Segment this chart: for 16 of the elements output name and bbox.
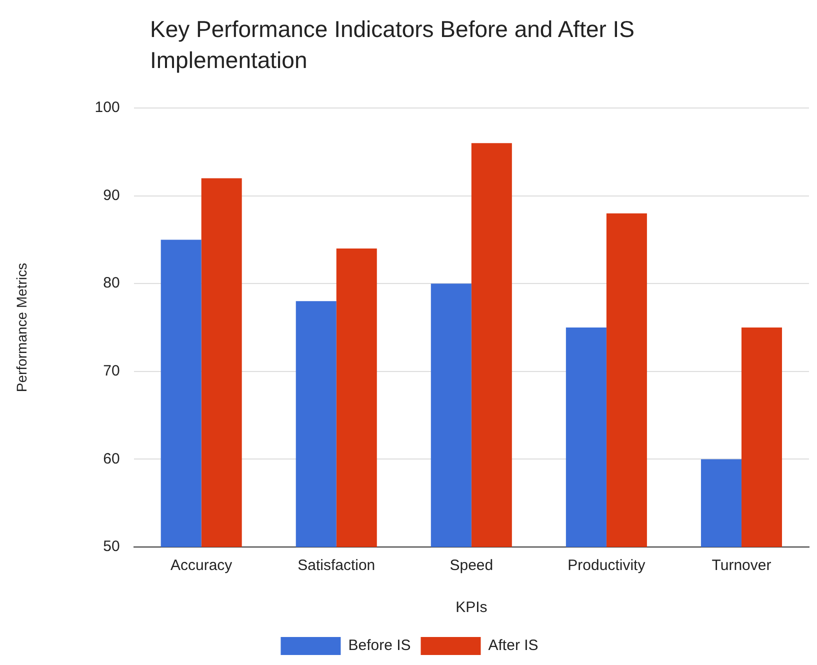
- y-tick-label: 100: [94, 99, 120, 116]
- legend-label: After IS: [488, 637, 538, 654]
- legend-label: Before IS: [348, 637, 411, 654]
- y-axis-title: Performance Metrics: [13, 262, 30, 392]
- x-tick-label: Turnover: [712, 557, 772, 574]
- y-tick-label: 90: [103, 186, 120, 204]
- x-tick-label: Speed: [450, 557, 494, 574]
- y-tick-label: 60: [103, 450, 120, 468]
- x-tick-label: Satisfaction: [298, 557, 376, 574]
- x-axis-title: KPIs: [456, 599, 488, 616]
- chart-title: Key Performance Indicators Before and After IS Implementation: [150, 15, 636, 75]
- y-tick-label: 70: [103, 362, 120, 380]
- y-tick-label: 80: [103, 274, 120, 292]
- x-tick-label: Productivity: [568, 557, 646, 574]
- x-tick-label: Accuracy: [170, 557, 233, 574]
- y-tick-label: 50: [103, 538, 120, 556]
